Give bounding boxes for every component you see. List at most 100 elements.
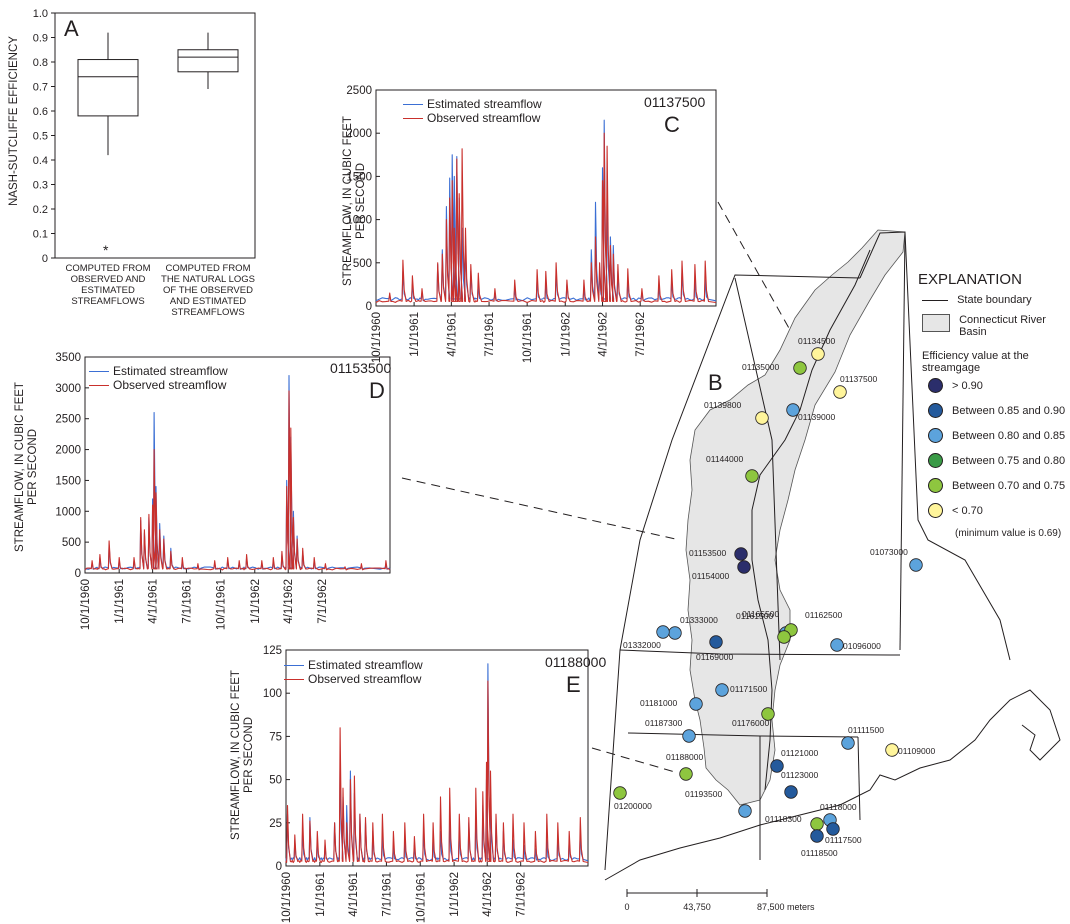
y-tick-label: 0.3 — [33, 180, 48, 192]
x-tick-label: 7/1/1962 — [635, 312, 647, 357]
explanation-title: EXPLANATION — [918, 271, 1022, 288]
streamgage-marker — [689, 697, 703, 711]
efficiency-class-item: Between 0.70 and 0.75 — [928, 478, 1065, 493]
x-tick-label: 1/1/1961 — [114, 579, 126, 624]
streamgage-marker — [755, 411, 769, 425]
legend-observed-item: Observed streamflow — [403, 111, 542, 125]
x-tick-label: 10/1/1960 — [281, 872, 293, 923]
streamgage-label: 01161500 — [736, 611, 773, 621]
legend-observed-swatch — [89, 385, 109, 387]
streamgage-label: 01139800 — [704, 400, 741, 410]
panel-a-boxplot: 0 0.1 0.2 0.3 0.4 0.5 0.6 0.7 0.8 0.9 1.0 * COMPUTED… — [33, 8, 256, 318]
legend-observed-swatch — [284, 679, 304, 681]
iqr-box — [77, 59, 139, 117]
leader-line — [717, 201, 791, 331]
streamgage-label: 01118300 — [765, 814, 802, 824]
streamgage-marker — [810, 817, 824, 831]
legend-estimated-item: Estimated streamflow — [89, 364, 228, 378]
x-tick-label: 10/1/1961 — [522, 312, 534, 363]
x-tick-label: 7/1/1962 — [516, 872, 528, 917]
streamgage-label: 01187300 — [645, 718, 682, 728]
x-tick-label: 4/1/1962 — [283, 579, 295, 624]
legend-observed-item: Observed streamflow — [284, 672, 423, 686]
streamgage-marker — [737, 560, 751, 574]
streamgage-marker — [656, 625, 670, 639]
leader-line — [401, 477, 681, 541]
legend-observed-swatch — [403, 118, 423, 120]
streamgage-marker — [679, 767, 693, 781]
state-boundary — [759, 735, 859, 738]
category-label: THE NATURAL LOGS — [161, 274, 255, 285]
y-tick-label: 0.8 — [33, 57, 48, 69]
x-tick-label: 1/1/1962 — [560, 312, 572, 357]
basin-label: Connecticut River Basin — [959, 314, 1046, 338]
x-tick-label: 10/1/1961 — [216, 579, 228, 630]
streamgage-label: 01134500 — [798, 336, 835, 346]
x-tick-label: 1/1/1961 — [315, 872, 327, 917]
y-tick-label: 0 — [75, 568, 81, 580]
x-tick-label: 4/1/1962 — [598, 312, 610, 357]
x-tick-label: 1/1/1962 — [449, 872, 461, 917]
legend-estimated-item: Estimated streamflow — [403, 97, 542, 111]
x-tick-label: 7/1/1961 — [181, 579, 193, 624]
y-tick-label: 1500 — [55, 475, 81, 487]
panel-d-gage-label: 01153500 — [330, 360, 392, 376]
streamgage-marker — [784, 785, 798, 799]
streamgage-label: 01073000 — [870, 547, 908, 557]
state-boundary — [604, 274, 861, 871]
legend-estimated-swatch — [284, 665, 304, 667]
y-tick-label: 2000 — [55, 445, 81, 457]
x-tick-label: 1/1/1961 — [409, 312, 421, 357]
efficiency-class-item: < 0.70 — [928, 503, 983, 518]
legend-observed-label: Observed streamflow — [308, 672, 422, 686]
category-label: AND ESTIMATED — [170, 296, 246, 307]
panel-d-hydrograph: 0 500 1000 1500 2000 2500 3000 3500 10/1/1960 1/1… — [55, 352, 391, 630]
state-boundary-label: State boundary — [957, 294, 1032, 306]
y-tick-label: 0.2 — [33, 204, 48, 216]
streamgage-label: 01200000 — [614, 801, 652, 811]
streamgage-marker — [841, 736, 855, 750]
panel-e-hydrograph: 0 25 50 75 100 125 10/1/1960 1/1/1961 4/1/1961 7/… — [263, 645, 589, 923]
efficiency-class-swatch — [928, 478, 943, 493]
streamgage-label: 01176000 — [732, 718, 769, 728]
efficiency-class-item: Between 0.80 and 0.85 — [928, 428, 1065, 443]
streamgage-marker — [613, 786, 627, 800]
streamgage-marker — [745, 469, 759, 483]
plot-frame — [375, 89, 717, 307]
x-tick-label: 4/1/1961 — [348, 872, 360, 917]
x-tick-label: 10/1/1961 — [415, 872, 427, 923]
x-tick-label: 7/1/1961 — [484, 312, 496, 357]
category-label: COMPUTED FROM — [166, 263, 251, 274]
streamgage-label: 01165500 — [742, 609, 779, 619]
category-label: ESTIMATED — [81, 285, 135, 296]
efficiency-class-label: Between 0.70 and 0.75 — [952, 479, 1066, 492]
streamgage-marker — [682, 729, 696, 743]
efficiency-class-swatch — [928, 503, 943, 518]
efficiency-class-label: < 0.70 — [952, 504, 983, 517]
efficiency-class-swatch — [928, 403, 943, 418]
legend-estimated-label: Estimated streamflow — [427, 97, 542, 111]
series-line-observed — [375, 132, 717, 304]
y-tick-label: 1000 — [346, 215, 372, 227]
series-line-estimated — [84, 374, 391, 570]
state-boundary-item: State boundary — [922, 294, 1032, 306]
efficiency-class-item: Between 0.85 and 0.90 — [928, 403, 1065, 418]
streamgage-marker — [715, 683, 729, 697]
category-label: STREAMFLOWS — [71, 296, 144, 307]
streamgage-label: 01118000 — [820, 802, 857, 812]
legend-estimated-item: Estimated streamflow — [284, 658, 423, 672]
x-tick-label: 4/1/1961 — [446, 312, 458, 357]
legend-estimated-label: Estimated streamflow — [308, 658, 423, 672]
x-tick-label: 7/1/1961 — [381, 872, 393, 917]
streamgage-marker — [786, 403, 800, 417]
efficiency-class-swatch — [928, 428, 943, 443]
streamgage-marker — [826, 822, 840, 836]
streamgage-label: 01332000 — [623, 640, 661, 650]
panel-c-hydrograph: 0 500 1000 1500 2000 2500 10/1/1960 1/1/1961 4/1… — [346, 85, 717, 363]
streamgage-label: 01111500 — [848, 725, 884, 735]
streamgage-label: 01139000 — [798, 412, 835, 422]
series-line-observed — [84, 390, 391, 571]
coastline — [604, 689, 1061, 881]
streamgage-label: 01181000 — [640, 698, 677, 708]
y-tick-label: 500 — [62, 537, 81, 549]
